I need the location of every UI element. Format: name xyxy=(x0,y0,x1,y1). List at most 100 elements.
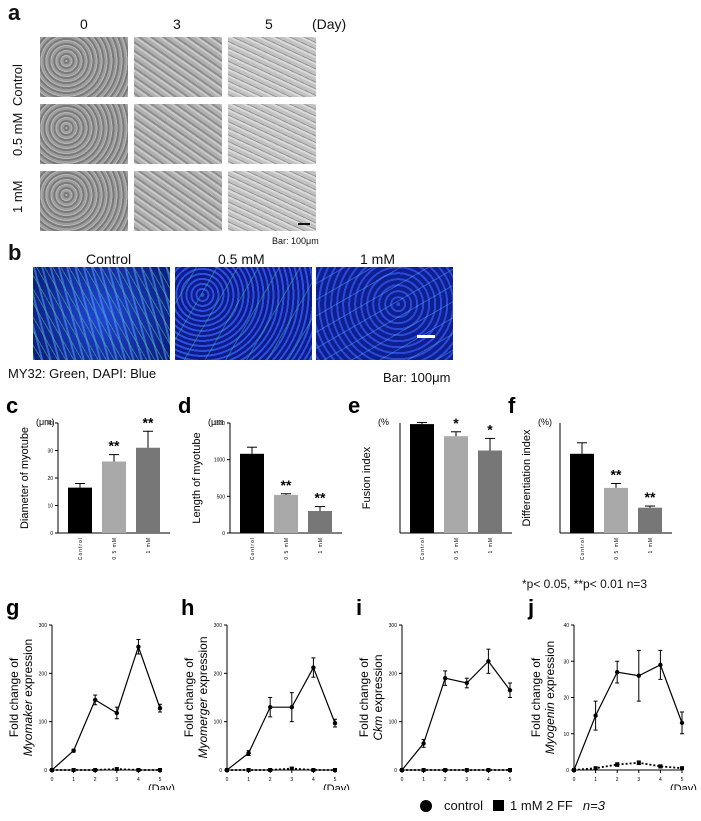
legend-control-label: control xyxy=(444,798,484,813)
bar xyxy=(604,487,628,533)
data-point-control xyxy=(311,665,316,670)
x-unit: (Day) xyxy=(323,783,350,790)
y-unit: (%) xyxy=(538,417,552,427)
significance-mark: ** xyxy=(611,467,622,483)
data-point-treatment xyxy=(400,768,404,772)
x-tick-label: 3 xyxy=(465,777,468,783)
y-tick-label: 100 xyxy=(214,720,223,726)
x-category-label: Control xyxy=(250,537,256,560)
data-point-control xyxy=(593,713,598,718)
y-tick-label: 300 xyxy=(214,623,223,629)
y-axis-label-line1: Fold change of xyxy=(182,657,196,737)
panel-a-label: a xyxy=(8,0,21,25)
bar xyxy=(68,487,92,533)
series-control-line xyxy=(51,644,161,771)
data-point-treatment xyxy=(158,768,162,772)
y-tick-label: 20 xyxy=(563,696,569,702)
micrograph-05mm-day3 xyxy=(134,104,222,164)
x-tick-label: 4 xyxy=(312,777,315,783)
data-point-treatment xyxy=(486,768,491,772)
x-category-label: 1 mM xyxy=(488,537,494,554)
x-tick-label: 2 xyxy=(616,777,619,783)
y-tick-label: 1500 xyxy=(214,421,225,427)
data-point-treatment xyxy=(508,768,512,772)
y-tick-label: 0 xyxy=(394,768,397,774)
x-category-label: 1 mM xyxy=(318,537,324,554)
data-point-treatment xyxy=(268,768,273,772)
data-point-control xyxy=(332,720,338,726)
fluorescence-1mm xyxy=(316,267,453,360)
data-point-treatment xyxy=(93,768,98,772)
data-point-treatment xyxy=(636,760,641,765)
panel-b-col-05mm: 0.5 mM xyxy=(218,251,265,267)
x-category-label: 1 mM xyxy=(146,537,152,554)
expression-word: expression xyxy=(196,636,210,697)
panel-label: c xyxy=(6,393,18,418)
y-tick-label: 30 xyxy=(47,449,53,455)
significance-mark: * xyxy=(487,421,493,437)
y-tick-label: 20 xyxy=(47,476,53,482)
x-category-label: 0.5 mM xyxy=(614,537,620,560)
y-axis-label-line2: Myogenin expression xyxy=(543,641,557,754)
y-tick-label: 40 xyxy=(47,421,53,427)
scale-bar-line xyxy=(417,335,435,338)
data-point-control xyxy=(679,720,685,726)
gene-name: Ckm xyxy=(371,716,385,741)
significance-mark: ** xyxy=(315,490,326,506)
x-tick-label: 0 xyxy=(573,777,576,783)
data-point-control xyxy=(268,704,273,710)
data-point-treatment xyxy=(421,768,426,772)
y-tick-label: 0 xyxy=(566,768,569,774)
y-axis-label: Length of myotube xyxy=(191,432,203,523)
chart-d: d (μm Length of myotube 0 500 1000 1500 Control… xyxy=(178,393,342,560)
data-point-treatment xyxy=(50,768,54,772)
y-tick-label: 300 xyxy=(389,623,398,629)
series-control-line xyxy=(226,666,336,771)
data-point-control xyxy=(658,662,663,668)
legend-control-marker xyxy=(420,799,432,812)
y-tick-label: 0 xyxy=(222,531,225,537)
y-tick-label: 200 xyxy=(389,671,398,677)
chart-g: g Fold change of Myomaker expression 0 100 2… xyxy=(6,595,175,790)
data-point-treatment xyxy=(615,762,620,767)
x-tick-label: 5 xyxy=(334,777,337,783)
y-unit: (μm) xyxy=(36,417,55,427)
significance-mark: ** xyxy=(645,489,656,505)
data-point-control xyxy=(486,659,491,664)
x-tick-label: 1 xyxy=(594,777,597,783)
x-tick-label: 3 xyxy=(637,777,640,783)
significance-mark: ** xyxy=(143,414,154,430)
legend: control 1 mM 2 FF n=3 xyxy=(420,798,605,813)
significance-mark: ** xyxy=(109,438,120,454)
chart-h: h Fold change of Myomerger expression 0 100… xyxy=(181,595,350,790)
data-point-control xyxy=(636,673,641,678)
data-point-treatment xyxy=(658,764,663,769)
legend-treatment-marker xyxy=(493,800,505,811)
data-point-treatment xyxy=(71,768,76,772)
significance-note: *p< 0.05, **p< 0.01 n=3 xyxy=(522,577,648,591)
panel-label: g xyxy=(6,595,19,620)
y-tick-label: 200 xyxy=(214,671,223,677)
data-point-control xyxy=(93,697,98,703)
y-tick-label: 10 xyxy=(563,732,569,738)
bar xyxy=(444,436,468,533)
y-axis-label: Fusion index xyxy=(361,446,373,509)
x-category-label: Control xyxy=(580,537,586,560)
y-axis-label: Differentiation index xyxy=(521,429,533,527)
x-tick-label: 0 xyxy=(51,777,54,783)
data-point-control xyxy=(71,748,76,753)
y-tick-label: 300 xyxy=(39,623,48,629)
x-tick-label: 1 xyxy=(247,777,250,783)
x-tick-label: 5 xyxy=(159,777,162,783)
data-point-treatment xyxy=(225,768,229,772)
micrograph-control-day3 xyxy=(134,37,222,97)
x-category-label: Control xyxy=(78,537,84,560)
micrograph-control-day5 xyxy=(228,37,316,97)
y-tick-label: 10 xyxy=(47,504,53,510)
bar xyxy=(274,494,298,533)
data-point-control xyxy=(157,705,163,711)
panel-label: j xyxy=(527,595,534,620)
y-tick-label: 30 xyxy=(563,659,569,665)
data-point-treatment xyxy=(464,768,469,772)
data-point-treatment xyxy=(311,768,316,772)
